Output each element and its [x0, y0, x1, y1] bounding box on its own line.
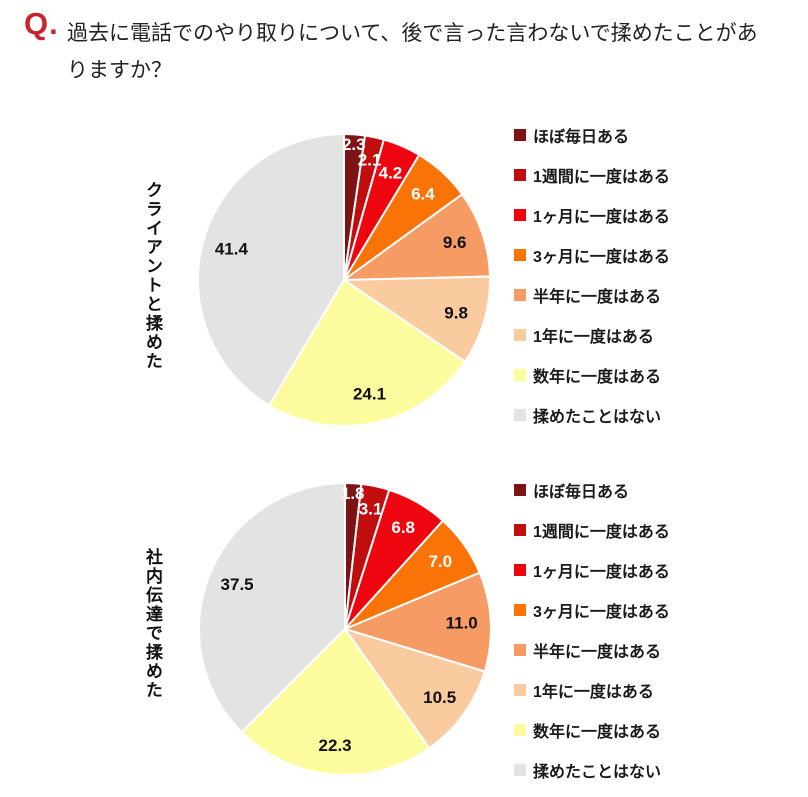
pie-slice [240, 628, 431, 776]
slice-value-label: 7.0 [428, 552, 452, 571]
slice-value-label: 1.8 [341, 484, 365, 503]
legend-item: 1週間に一度はある [514, 521, 670, 541]
legend-clients: ほぼ毎日ある 1週間に一度はある 1ヶ月に一度はある 3ヶ月に一度はある 半年に… [514, 126, 670, 426]
legend-label: 1週間に一度はある [533, 523, 670, 541]
legend-item: 数年に一度はある [514, 366, 670, 386]
pie-chart-clients: 2.32.14.2 6.4 9.6 9.8 24.1 41.4 [197, 132, 491, 427]
legend-item: 揉めたことはない [514, 406, 670, 426]
legend-item: 揉めたことはない [514, 761, 670, 781]
legend-label: 1ヶ月に一度はある [533, 563, 670, 581]
legend-swatch [514, 523, 526, 536]
legend-swatch [514, 168, 526, 181]
question-line-1: 過去に電話でのやり取りについて、後で言った言わないで揉めたことがあ [67, 22, 758, 45]
legend-item: 3ヶ月に一度はある [514, 601, 670, 621]
legend-item: 1年に一度はある [514, 326, 670, 346]
legend-label: ほぼ毎日ある [533, 483, 630, 501]
legend-swatch [514, 763, 526, 776]
legend-swatch [514, 288, 526, 301]
legend-swatch [514, 643, 526, 656]
legend-item: 1ヶ月に一度はある [514, 561, 670, 581]
legend-swatch [514, 208, 526, 221]
slice-value-label: 10.5 [423, 688, 456, 707]
legend-swatch [514, 328, 526, 341]
slice-value-label: 6.8 [391, 518, 415, 537]
legend-label: 半年に一度はある [533, 288, 662, 306]
legend-label: 揉めたことはない [533, 408, 662, 426]
legend-swatch [514, 683, 526, 696]
slice-value-label: 9.8 [444, 303, 468, 322]
legend-label: 1ヶ月に一度はある [533, 208, 670, 226]
legend-label: 3ヶ月に一度はある [533, 248, 670, 266]
legend-swatch [514, 408, 526, 421]
pie-slice [343, 275, 491, 363]
legend-swatch [514, 723, 526, 736]
legend-label: 半年に一度はある [533, 643, 662, 661]
pie-slice [344, 571, 492, 673]
legend-item: 半年に一度はある [514, 286, 670, 306]
pie-chart-internal: 1.83.1 6.8 7.0 11.0 10.5 22.3 37.5 [198, 481, 492, 776]
legend-item: ほぼ毎日ある [514, 126, 670, 146]
question-text: 過去に電話でのやり取りについて、後で言った言わないで揉めたことがあ りますか？ [67, 15, 758, 89]
slice-value-label: 41.4 [215, 240, 249, 259]
legend-internal: ほぼ毎日ある 1週間に一度はある 1ヶ月に一度はある 3ヶ月に一度はある 半年に… [514, 481, 670, 781]
legend-swatch [514, 483, 526, 496]
slice-value-label: 2.3 [342, 135, 366, 154]
legend-label: 数年に一度はある [533, 723, 662, 741]
question-mark: Q. [24, 6, 59, 41]
pie-slice [343, 193, 491, 281]
legend-item: 半年に一度はある [514, 641, 670, 661]
legend-label: 1週間に一度はある [533, 168, 670, 186]
legend-swatch [514, 563, 526, 576]
legend-item: ほぼ毎日ある [514, 481, 670, 501]
slice-value-label: 2.1 [358, 151, 382, 170]
legend-label: 数年に一度はある [533, 368, 662, 386]
slice-value-label: 9.6 [443, 233, 467, 252]
legend-item: 1ヶ月に一度はある [514, 206, 670, 226]
row-title-internal: 社内伝達で揉めた [143, 548, 162, 700]
legend-label: 3ヶ月に一度はある [533, 603, 670, 621]
pie-slice [268, 279, 467, 427]
legend-item: 1週間に一度はある [514, 166, 670, 186]
pie-slice [344, 628, 486, 750]
pie-slice [197, 133, 345, 407]
slice-value-label: 4.2 [379, 163, 403, 182]
slice-value-label: 11.0 [446, 614, 478, 633]
legend-label: 1年に一度はある [533, 683, 654, 701]
legend-swatch [514, 603, 526, 616]
legend-swatch [514, 248, 526, 261]
legend-swatch [514, 128, 526, 141]
slice-value-label: 37.5 [221, 575, 254, 594]
slice-value-label: 6.4 [411, 184, 435, 203]
pie-slice [198, 482, 346, 734]
slice-value-label: 3.1 [359, 500, 383, 519]
legend-label: 揉めたことはない [533, 763, 662, 781]
legend-item: 3ヶ月に一度はある [514, 246, 670, 266]
legend-label: 1年に一度はある [533, 328, 654, 346]
slice-value-label: 22.3 [319, 736, 352, 755]
legend-item: 数年に一度はある [514, 721, 670, 741]
legend-swatch [514, 368, 526, 381]
legend-item: 1年に一度はある [514, 681, 670, 701]
question-line-2: りますか？ [67, 59, 172, 82]
legend-label: ほぼ毎日ある [533, 128, 630, 146]
slice-value-label: 24.1 [353, 385, 386, 404]
row-title-clients: クライアントと揉めた [143, 181, 162, 371]
